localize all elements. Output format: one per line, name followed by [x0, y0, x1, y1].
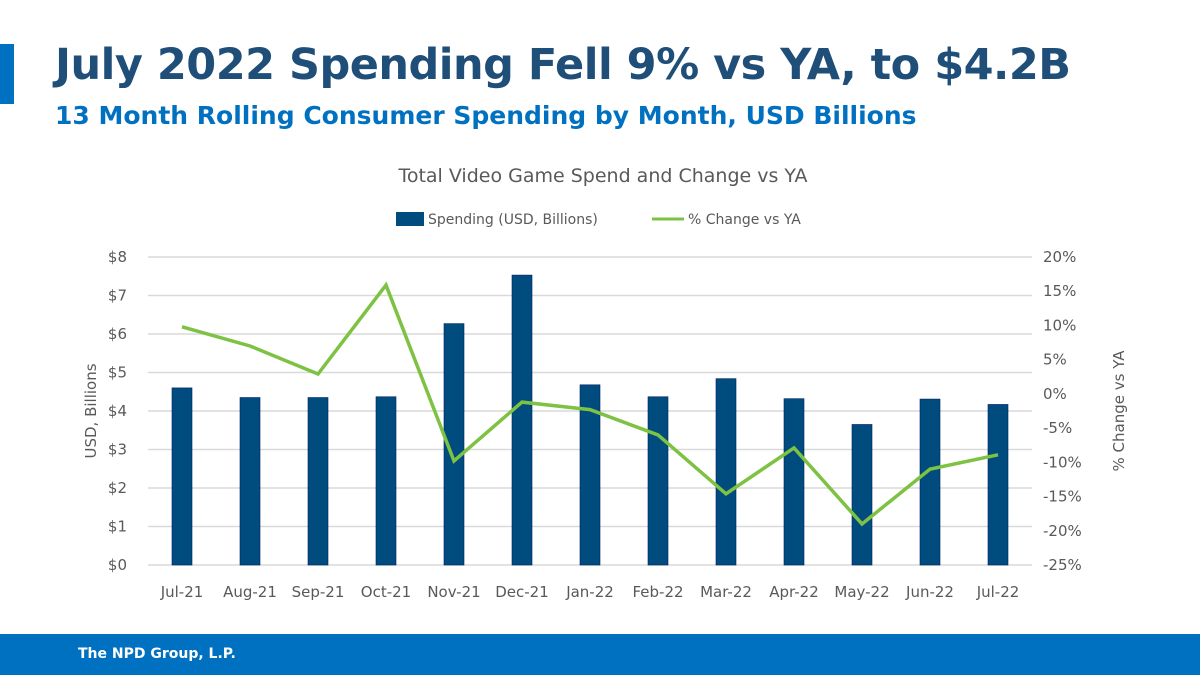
chart: Total Video Game Spend and Change vs YA … [82, 165, 1128, 601]
x-tick-label: Oct-21 [361, 583, 411, 601]
x-tick-label: May-22 [834, 583, 889, 601]
bar-mar-22 [715, 378, 737, 566]
x-tick-label: Jul-22 [976, 583, 1020, 601]
bar-nov-21 [443, 323, 465, 566]
x-tick-label: Apr-22 [769, 583, 819, 601]
x-tick-label: Jan-22 [565, 583, 614, 601]
y-tick-label: $7 [108, 287, 127, 305]
bar-feb-22 [647, 396, 669, 566]
y-tick-label: $6 [108, 325, 127, 343]
y-tick-label: $0 [108, 556, 127, 574]
bar-dec-21 [511, 274, 533, 566]
y2-tick-label: -15% [1043, 488, 1082, 506]
bar-jun-22 [919, 398, 941, 566]
y2-tick-label: -25% [1043, 556, 1082, 574]
chart-title: Total Video Game Spend and Change vs YA [397, 165, 807, 187]
x-tick-label: Feb-22 [632, 583, 683, 601]
x-tick-label: Dec-21 [495, 583, 549, 601]
legend-line-label: % Change vs YA [688, 212, 801, 228]
y2-tick-label: 5% [1043, 351, 1067, 369]
y2-tick-label: -20% [1043, 522, 1082, 540]
x-tick-label: Sep-21 [292, 583, 345, 601]
y2-tick-label: 0% [1043, 385, 1067, 403]
y-tick-label: $5 [108, 364, 127, 382]
footer: The NPD Group, L.P. [0, 634, 1200, 675]
bar-apr-22 [783, 398, 805, 566]
legend-bar-label: Spending (USD, Billions) [428, 212, 598, 228]
x-tick-label: Nov-21 [427, 583, 480, 601]
bar-may-22 [851, 424, 873, 566]
x-tick-label: Aug-21 [223, 583, 277, 601]
y2-tick-label: 20% [1043, 248, 1076, 266]
y-tick-label: $1 [108, 518, 127, 536]
bar-oct-21 [375, 396, 397, 566]
y-tick-label: $2 [108, 479, 127, 497]
y-tick-label: $4 [108, 402, 127, 420]
y2-tick-label: -5% [1043, 419, 1072, 437]
accent-bar [0, 44, 14, 104]
y2-tick-label: 15% [1043, 282, 1076, 300]
bar-sep-21 [307, 397, 329, 566]
page-subtitle: 13 Month Rolling Consumer Spending by Mo… [55, 101, 917, 130]
footer-text: The NPD Group, L.P. [78, 646, 236, 662]
x-tick-label: Mar-22 [700, 583, 752, 601]
y-axis-label: USD, Billions [82, 363, 100, 458]
y-tick-label: $3 [108, 441, 127, 459]
x-tick-label: Jun-22 [905, 583, 954, 601]
y-tick-label: $8 [108, 248, 127, 266]
bar-jul-22 [987, 404, 1009, 566]
y2-tick-label: -10% [1043, 453, 1082, 471]
y2-axis-label: % Change vs YA [1110, 350, 1128, 472]
x-tick-label: Jul-21 [160, 583, 204, 601]
y2-tick-label: 10% [1043, 316, 1076, 334]
bar-jul-21 [171, 387, 193, 566]
page-title: July 2022 Spending Fell 9% vs YA, to $4.… [55, 40, 1071, 90]
bar-aug-21 [239, 397, 261, 566]
legend-bar-swatch [396, 212, 424, 226]
bar-jan-22 [579, 384, 601, 566]
